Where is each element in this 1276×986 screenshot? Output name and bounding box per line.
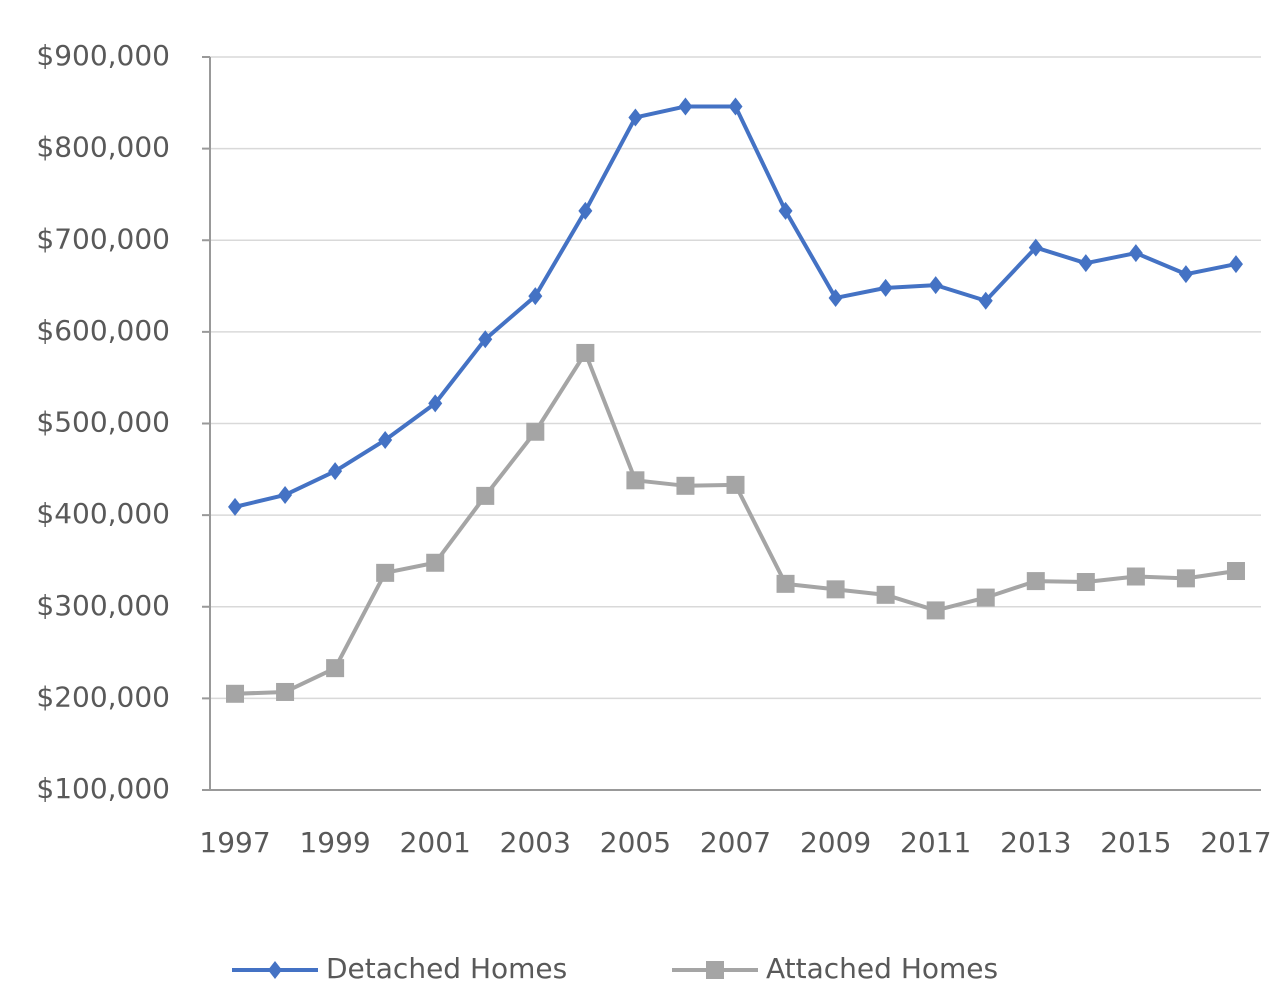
data-point: [678, 97, 693, 116]
data-point: [428, 394, 443, 413]
legend-label: Detached Homes: [326, 952, 567, 985]
data-point: [778, 201, 793, 220]
y-tick-label: $100,000: [36, 772, 170, 805]
data-point: [526, 422, 545, 441]
data-point: [928, 276, 943, 295]
data-point: [878, 278, 893, 297]
data-point: [978, 291, 993, 310]
data-point: [276, 682, 295, 701]
data-point: [578, 201, 593, 220]
data-point: [476, 486, 495, 505]
data-point: [728, 97, 743, 116]
data-point: [626, 471, 645, 490]
y-tick-label: $700,000: [36, 222, 170, 255]
data-point: [378, 430, 393, 449]
y-tick-label: $300,000: [36, 589, 170, 622]
data-point: [278, 485, 293, 504]
y-tick-label: $600,000: [36, 314, 170, 347]
data-point: [676, 476, 695, 495]
data-point: [1228, 255, 1243, 274]
data-point: [528, 287, 543, 306]
data-point: [926, 601, 945, 620]
x-tick-label: 2007: [700, 826, 771, 859]
x-tick-label: 2005: [600, 826, 671, 859]
data-point: [376, 563, 395, 582]
data-point: [826, 580, 845, 599]
y-tick-label: $900,000: [36, 39, 170, 72]
data-point: [576, 343, 595, 362]
data-point: [1126, 567, 1145, 586]
data-point: [1128, 244, 1143, 263]
data-point: [1076, 573, 1095, 592]
data-point: [1028, 238, 1043, 257]
data-point: [1226, 562, 1245, 581]
data-point: [828, 288, 843, 307]
x-tick-label: 2015: [1100, 826, 1171, 859]
legend-marker: [268, 961, 282, 979]
data-point: [876, 585, 895, 604]
data-point: [328, 462, 343, 481]
series-line: [234, 350, 1237, 696]
x-tick-label: 2009: [800, 826, 871, 859]
x-tick-label: 2001: [400, 826, 471, 859]
data-point: [1078, 254, 1093, 273]
y-tick-label: $500,000: [36, 406, 170, 439]
data-point: [426, 553, 445, 572]
data-point: [478, 330, 493, 349]
y-tick-label: $400,000: [36, 497, 170, 530]
x-tick-label: 2003: [500, 826, 571, 859]
x-tick-label: 2013: [1000, 826, 1071, 859]
data-point: [228, 497, 243, 516]
data-point: [726, 475, 745, 494]
data-point: [326, 659, 345, 678]
y-tick-label: $200,000: [36, 680, 170, 713]
y-tick-label: $800,000: [36, 131, 170, 164]
x-tick-label: 2017: [1200, 826, 1271, 859]
data-point: [628, 108, 643, 127]
legend-marker: [706, 961, 724, 979]
data-point: [226, 684, 245, 703]
data-point: [1026, 572, 1045, 591]
x-tick-label: 1997: [199, 826, 270, 859]
x-tick-label: 1999: [299, 826, 370, 859]
data-point: [976, 588, 995, 607]
data-point: [1176, 569, 1195, 588]
legend-label: Attached Homes: [766, 952, 998, 985]
data-point: [776, 574, 795, 593]
data-point: [1178, 265, 1193, 284]
x-tick-label: 2011: [900, 826, 971, 859]
